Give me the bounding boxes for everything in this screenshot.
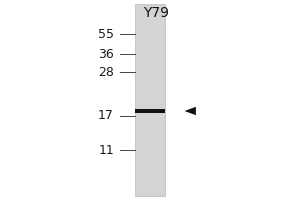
Text: Y79: Y79 xyxy=(143,6,169,20)
Text: 28: 28 xyxy=(98,66,114,78)
Bar xyxy=(135,4,165,196)
Text: 55: 55 xyxy=(98,27,114,40)
Polygon shape xyxy=(184,107,196,115)
Text: 36: 36 xyxy=(98,47,114,60)
Text: 11: 11 xyxy=(98,144,114,156)
Text: 17: 17 xyxy=(98,109,114,122)
Bar xyxy=(135,109,165,113)
